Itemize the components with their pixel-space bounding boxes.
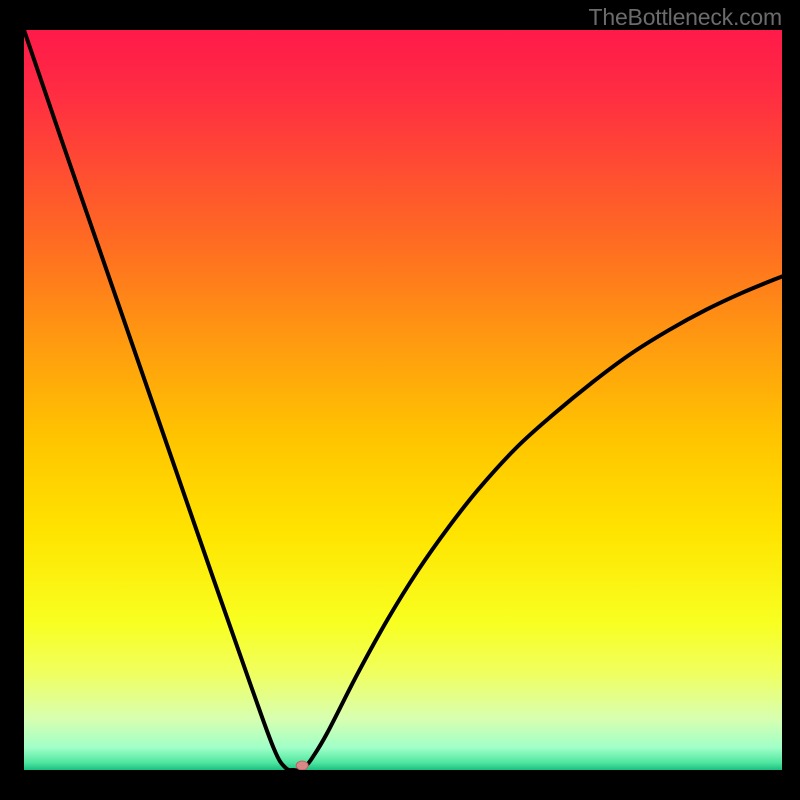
watermark-text: TheBottleneck.com <box>589 4 782 31</box>
chart-frame: TheBottleneck.com <box>0 0 800 800</box>
plot-area <box>24 30 782 770</box>
background-gradient <box>24 30 782 770</box>
